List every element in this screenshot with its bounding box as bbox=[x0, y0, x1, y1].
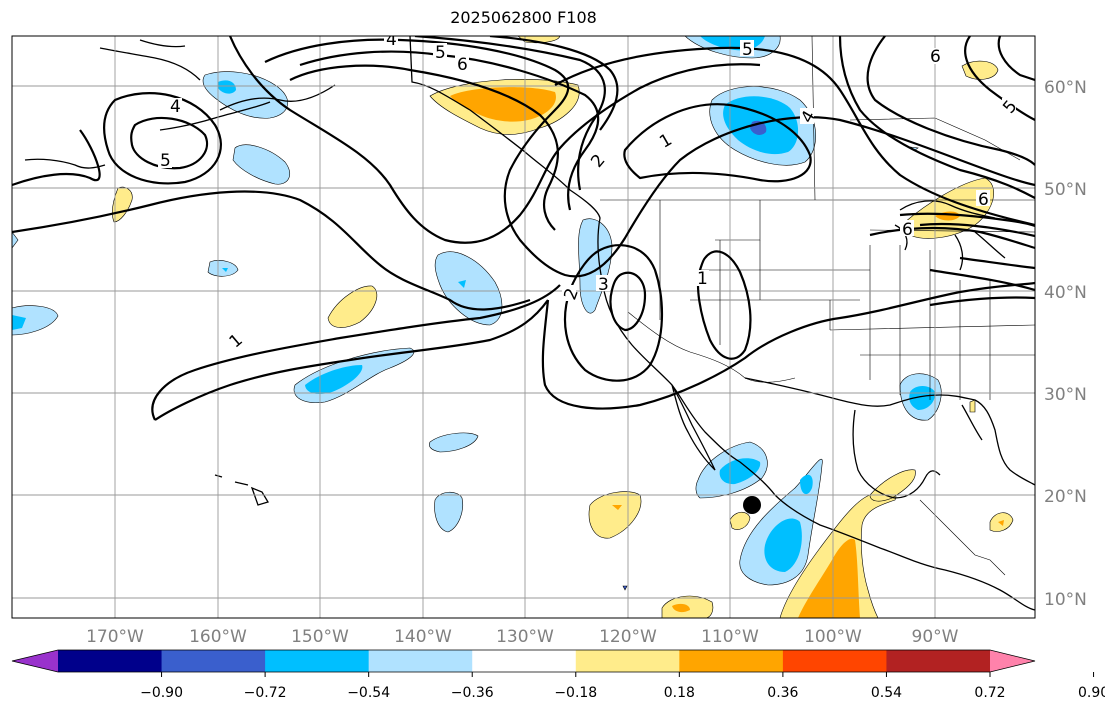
lon-label: 160°W bbox=[189, 627, 247, 647]
colorbar-segment bbox=[161, 650, 266, 672]
colorbar-tick-label: −0.18 bbox=[554, 685, 597, 701]
lon-label: 100°W bbox=[804, 627, 862, 647]
colorbar-segment bbox=[679, 650, 784, 672]
contour-line bbox=[102, 92, 222, 185]
contour-line bbox=[228, 36, 761, 244]
contour-line bbox=[997, 36, 1035, 82]
contour-line bbox=[623, 103, 812, 183]
negative-anomaly-aleutian bbox=[232, 144, 290, 185]
contour-lines bbox=[12, 36, 1035, 421]
colorbar-segment bbox=[265, 650, 370, 672]
contour-line bbox=[264, 38, 1035, 278]
contour-label: 5 bbox=[435, 43, 446, 63]
lon-label: 170°W bbox=[86, 627, 144, 647]
contour-line bbox=[964, 36, 1035, 121]
contour-label: 6 bbox=[457, 55, 468, 75]
colorbar-segment bbox=[886, 650, 991, 672]
contour-line bbox=[554, 46, 1035, 227]
contour-labels: 4 5 6 6 5 4 5 1 2 3 2 1 1 4 bbox=[158, 30, 1022, 352]
colorbar-extend-high bbox=[990, 650, 1035, 672]
colorbar-tick-label: −0.90 bbox=[140, 685, 183, 701]
lat-label: 60°N bbox=[1044, 78, 1087, 98]
colorbar-tick-label: 0.36 bbox=[767, 685, 798, 701]
colorbar-segment bbox=[58, 650, 163, 672]
negative-anomaly-california bbox=[578, 218, 613, 314]
contour-line bbox=[414, 36, 606, 191]
colorbar-tick-label: −0.54 bbox=[347, 685, 390, 701]
colorbar-segment bbox=[782, 650, 887, 672]
contour-line bbox=[12, 129, 101, 187]
contour-line bbox=[154, 299, 549, 421]
latitude-labels: 60°N 50°N 40°N 30°N 20°N 10°N bbox=[1044, 78, 1087, 610]
colorbar-tick-label: 0.18 bbox=[664, 685, 695, 701]
contour-label: 4 bbox=[170, 97, 181, 117]
longitude-labels: 170°W 160°W 150°W 140°W 130°W 120°W 110°… bbox=[86, 627, 959, 647]
map-frame bbox=[11, 35, 1036, 619]
contour-line bbox=[289, 64, 559, 231]
lon-label: 90°W bbox=[912, 627, 959, 647]
colorbar-ticks: −0.90 −0.72 −0.54 −0.36 −0.18 0.18 0.36 0.54 0.7… bbox=[140, 672, 1105, 701]
contour-label: 3 bbox=[598, 275, 609, 295]
contour-line bbox=[959, 256, 1035, 270]
colorbar-segment bbox=[472, 650, 577, 672]
colorbar-extend-low bbox=[12, 650, 58, 672]
map-title: 2025062800 F108 bbox=[450, 8, 597, 27]
lat-label: 10°N bbox=[1044, 590, 1087, 610]
lat-label: 30°N bbox=[1044, 385, 1087, 405]
contour-label: 5 bbox=[742, 40, 753, 60]
contour-line bbox=[541, 281, 1035, 410]
contour-label: 6 bbox=[978, 190, 989, 210]
contour-line bbox=[929, 296, 1035, 307]
contour-line bbox=[866, 36, 1035, 166]
contour-line bbox=[130, 116, 208, 170]
positive-anomaly-gulf-alaska-core bbox=[450, 87, 556, 122]
contour-label: 4 bbox=[386, 30, 397, 50]
lat-label: 40°N bbox=[1044, 283, 1087, 303]
contour-label: 6 bbox=[930, 47, 941, 67]
lon-label: 130°W bbox=[496, 627, 554, 647]
colorbar-tick-label: 0.90 bbox=[1078, 685, 1105, 701]
contour-line bbox=[899, 212, 1035, 228]
contour-line bbox=[489, 36, 619, 131]
contour-label: 5 bbox=[160, 151, 171, 171]
lon-label: 120°W bbox=[599, 627, 657, 647]
positive-anomaly-pacific bbox=[327, 285, 378, 328]
lon-label: 140°W bbox=[394, 627, 452, 647]
lon-label: 150°W bbox=[291, 627, 349, 647]
contour-line bbox=[869, 226, 1035, 250]
colorbar-tick-label: −0.36 bbox=[451, 685, 494, 701]
contour-line bbox=[696, 250, 752, 360]
colorbar-segment bbox=[575, 650, 680, 672]
storm-center-marker bbox=[743, 496, 761, 514]
contour-line bbox=[919, 222, 1035, 238]
contour-label: 1 bbox=[697, 269, 708, 289]
contour-line bbox=[609, 271, 647, 332]
contour-label: 6 bbox=[902, 220, 913, 240]
contour-line bbox=[838, 36, 1035, 199]
colorbar-segments bbox=[12, 650, 1035, 672]
colorbar-tick-label: 0.54 bbox=[871, 685, 902, 701]
colorbar-tick-label: 0.72 bbox=[974, 685, 1005, 701]
contour-line bbox=[12, 190, 531, 311]
lat-label: 50°N bbox=[1044, 180, 1087, 200]
lat-label: 20°N bbox=[1044, 487, 1087, 507]
lon-label: 110°W bbox=[701, 627, 759, 647]
negative-anomaly-pacific-north bbox=[434, 251, 503, 326]
colorbar-segment bbox=[368, 650, 473, 672]
colorbar: −0.90 −0.72 −0.54 −0.36 −0.18 0.18 0.36 0.54 0.7… bbox=[11, 649, 1105, 701]
contour-line bbox=[929, 268, 1035, 292]
colorbar-tick-label: −0.72 bbox=[244, 685, 287, 701]
contour-line bbox=[151, 284, 561, 421]
